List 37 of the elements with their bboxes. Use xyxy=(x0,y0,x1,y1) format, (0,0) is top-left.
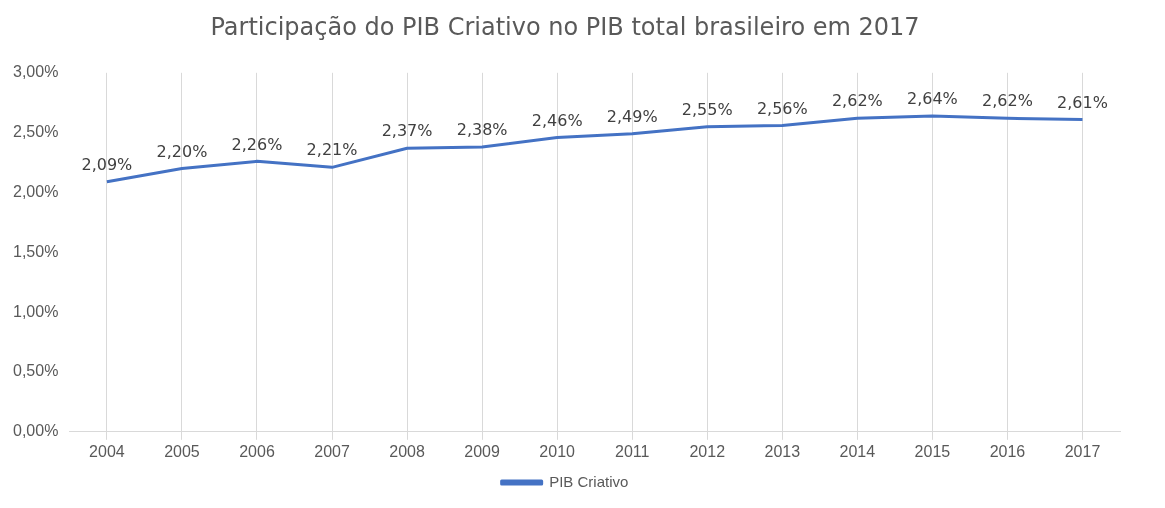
data-label: 2,37% xyxy=(381,121,433,141)
data-label: 2,26% xyxy=(231,134,283,154)
x-tick-label: 2015 xyxy=(914,442,951,460)
data-label: 2,56% xyxy=(756,98,808,118)
x-tick-label: 2014 xyxy=(839,442,876,460)
data-label: 2,62% xyxy=(982,91,1033,111)
y-tick-label: 0,50% xyxy=(12,362,59,380)
data-label: 2,46% xyxy=(531,110,583,130)
data-label: 2,61% xyxy=(1057,92,1108,112)
data-label: 2,49% xyxy=(606,106,658,126)
x-tick-label: 2017 xyxy=(1064,442,1101,460)
y-tick-label: 3,00% xyxy=(12,63,59,81)
data-label: 2,38% xyxy=(456,120,508,140)
y-tick-label: 1,50% xyxy=(12,242,59,260)
x-tick-label: 2009 xyxy=(464,442,501,460)
y-tick-label: 0,00% xyxy=(12,422,59,440)
x-tick-label: 2011 xyxy=(615,442,650,460)
data-label: 2,64% xyxy=(906,89,958,109)
x-tick-label: 2013 xyxy=(764,442,801,460)
data-label: 2,62% xyxy=(831,91,883,111)
chart-title: Participação do PIB Criativo no PIB total brasileiro em 2017 xyxy=(210,12,920,41)
x-tick-label: 2005 xyxy=(164,442,200,460)
data-label: 2,21% xyxy=(306,140,358,160)
x-tick-label: 2008 xyxy=(389,442,425,460)
legend-label: PIB Criativo xyxy=(549,472,629,490)
data-label: 2,55% xyxy=(681,99,733,119)
y-tick-label: 2,00% xyxy=(12,182,59,200)
x-tick-label: 2006 xyxy=(239,442,275,460)
x-tick-label: 2004 xyxy=(89,442,125,460)
x-tick-label: 2012 xyxy=(689,442,726,460)
y-tick-label: 2,50% xyxy=(12,123,59,141)
data-label: 2,20% xyxy=(156,141,208,161)
y-tick-label: 1,00% xyxy=(12,302,59,320)
x-tick-label: 2016 xyxy=(989,442,1026,460)
x-tick-label: 2010 xyxy=(539,442,576,460)
x-tick-label: 2007 xyxy=(314,442,350,460)
data-label: 2,09% xyxy=(81,154,133,174)
